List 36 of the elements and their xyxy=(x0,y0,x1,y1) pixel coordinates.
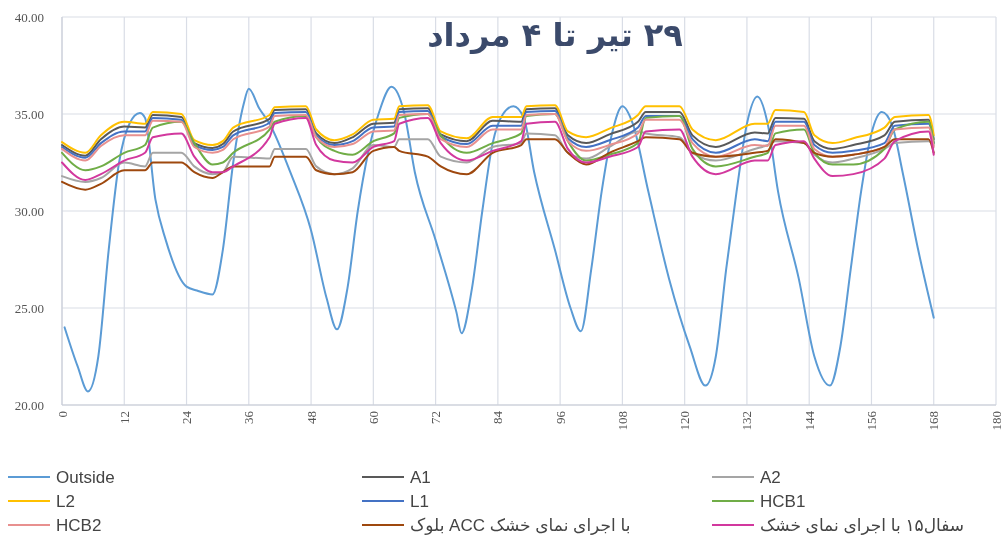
legend-label: A1 xyxy=(410,467,431,487)
x-tick-label: 60 xyxy=(365,411,381,424)
legend-label: Outside xyxy=(56,467,115,487)
legend-label: L1 xyxy=(410,491,429,511)
x-tick-label: 48 xyxy=(303,411,319,424)
x-tick-label: 168 xyxy=(926,411,942,431)
x-tick-label: 24 xyxy=(179,410,195,424)
y-tick-label: 40.00 xyxy=(14,9,44,25)
x-tick-label: 36 xyxy=(241,410,257,424)
chart-title: ۲۹ تیر تا ۴ مرداد xyxy=(427,16,683,54)
legend-label: HCB2 xyxy=(56,515,102,535)
x-tick-label: 12 xyxy=(116,411,132,424)
legend-label: بلوک ACC با اجرای نمای خشک xyxy=(410,515,631,535)
line-series xyxy=(61,116,935,181)
x-tick-label: 84 xyxy=(490,410,506,424)
line-series xyxy=(63,85,935,393)
legend-label: سفال۱۵ با اجرای نمای خشک xyxy=(760,515,965,535)
line-series xyxy=(61,130,935,183)
x-tick-label: 144 xyxy=(801,410,817,431)
y-tick-label: 25.00 xyxy=(14,300,44,316)
y-tick-label: 35.00 xyxy=(14,106,44,122)
legend-label: A2 xyxy=(760,467,781,487)
y-tick-label: 30.00 xyxy=(14,203,44,219)
x-tick-label: 156 xyxy=(863,410,879,431)
x-tick-label: 120 xyxy=(677,411,693,431)
x-tick-label: 72 xyxy=(428,411,444,424)
x-tick-label: 96 xyxy=(552,410,568,424)
y-tick-label: 20.00 xyxy=(14,397,44,413)
legend-label: HCB1 xyxy=(760,491,806,511)
x-tick-label: 108 xyxy=(614,411,630,431)
line-series xyxy=(61,113,935,172)
x-tick-label: 132 xyxy=(739,411,755,431)
x-tick-label: 180 xyxy=(988,411,1004,431)
line-series xyxy=(61,136,935,191)
legend-label: L2 xyxy=(56,491,75,511)
x-tick-label: 0 xyxy=(54,411,70,418)
